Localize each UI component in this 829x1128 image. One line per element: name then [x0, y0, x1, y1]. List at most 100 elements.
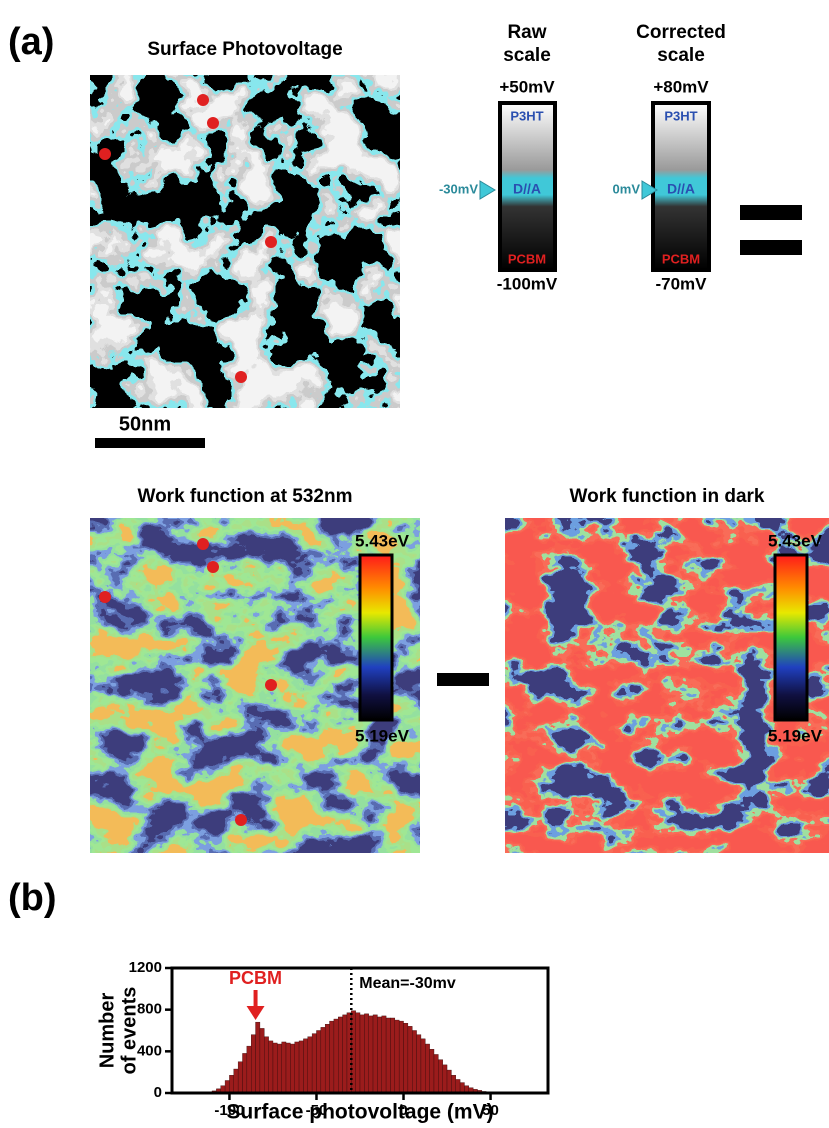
peak-arrowhead [246, 1006, 265, 1020]
scale-title: Corrected [636, 22, 726, 43]
scale-label: P3HT [510, 108, 543, 123]
bar [364, 1013, 369, 1094]
bar [390, 1017, 396, 1094]
bar [385, 1017, 391, 1094]
bar [272, 1042, 278, 1094]
bar [442, 1064, 448, 1094]
bar [381, 1015, 387, 1094]
bar [407, 1026, 413, 1094]
bar [394, 1019, 400, 1094]
scale-bottom: -70mV [655, 274, 707, 293]
bar [368, 1015, 374, 1094]
y-tick-label: 400 [137, 1042, 162, 1059]
bar [403, 1023, 409, 1094]
bar [455, 1079, 461, 1094]
spv-map [90, 75, 400, 408]
bar [398, 1020, 404, 1094]
colorbar [773, 553, 809, 722]
colorbar-top: 5.43eV [355, 531, 410, 550]
scale-marker [641, 180, 658, 200]
bar [281, 1041, 287, 1094]
bar [446, 1069, 452, 1094]
bar [338, 1016, 343, 1094]
bar [372, 1014, 378, 1094]
x-axis-label: Surface photovoltage (mV) [226, 1101, 493, 1124]
scale-bar-gradient [651, 101, 711, 272]
bar [246, 1045, 252, 1094]
bar [229, 1075, 234, 1094]
x-tick-label: -50 [306, 1102, 328, 1119]
bar [233, 1068, 239, 1094]
scale-label: PCBM [508, 251, 546, 266]
bar [285, 1042, 291, 1094]
map-title: Work function in dark [570, 486, 765, 507]
bar [307, 1036, 313, 1094]
y-tick-label: 800 [137, 1001, 162, 1018]
bar [264, 1036, 269, 1094]
bar [342, 1014, 348, 1094]
scale-top: +50mV [499, 77, 555, 96]
colorbar-bottom: 5.19eV [355, 726, 410, 745]
equals-sign [740, 240, 802, 255]
scale-label: P3HT [664, 108, 697, 123]
bar [451, 1075, 456, 1094]
bar [377, 1016, 382, 1094]
x-tick-label: 50 [482, 1102, 499, 1119]
scale-bar-gradient [498, 101, 557, 272]
x-tick-label: 0 [399, 1102, 407, 1119]
scale-bar [95, 438, 205, 448]
bar [329, 1020, 335, 1094]
bar [316, 1030, 322, 1094]
x-tick-label: -100 [214, 1102, 244, 1119]
y-tick-label: 1200 [129, 959, 162, 976]
plot-frame [170, 966, 550, 1095]
bar [420, 1038, 426, 1094]
bar [459, 1082, 465, 1094]
mean-label: Mean=-30mv [359, 975, 456, 992]
minus-sign [437, 673, 489, 686]
bar [224, 1080, 230, 1094]
map-title: Surface Photovoltage [147, 39, 342, 60]
map-title: Work function at 532nm [137, 486, 352, 507]
scale-marker [479, 180, 496, 200]
bar [294, 1041, 300, 1094]
equals-sign [740, 205, 802, 220]
bar [438, 1059, 443, 1094]
bar [290, 1043, 295, 1094]
bar [277, 1043, 282, 1094]
bar [425, 1043, 430, 1094]
bar [429, 1049, 435, 1094]
bar [433, 1054, 439, 1094]
scale-label: D//A [667, 181, 695, 197]
scale-label: PCBM [662, 251, 700, 266]
colorbar [358, 553, 394, 722]
panel-label: (b) [8, 877, 57, 919]
bar [237, 1061, 243, 1094]
bar [303, 1038, 308, 1094]
bar [242, 1053, 248, 1094]
bar [268, 1040, 274, 1094]
bar [255, 1021, 261, 1094]
scale-title: Raw [507, 22, 546, 43]
scale-marker-label: -30mV [439, 181, 478, 196]
colorbar-top: 5.43eV [768, 531, 823, 550]
bar [416, 1034, 422, 1094]
bar [320, 1027, 326, 1094]
panel-label: (a) [8, 21, 54, 63]
scale-bar-label: 50nm [119, 413, 171, 435]
scale-bottom: -100mV [497, 274, 558, 293]
marker-dots [99, 538, 277, 826]
y-axis-label: of events [118, 987, 140, 1075]
scale-marker-label: 0mV [613, 181, 641, 196]
bar [298, 1040, 304, 1094]
bar [311, 1033, 317, 1094]
marker-dots [99, 94, 277, 383]
bar [412, 1030, 417, 1094]
bar [355, 1012, 361, 1094]
scale-label: D//A [513, 181, 541, 197]
scale-title: scale [503, 45, 551, 66]
scale-top: +80mV [653, 77, 709, 96]
bar [333, 1018, 339, 1094]
scale-title: scale [657, 45, 705, 66]
